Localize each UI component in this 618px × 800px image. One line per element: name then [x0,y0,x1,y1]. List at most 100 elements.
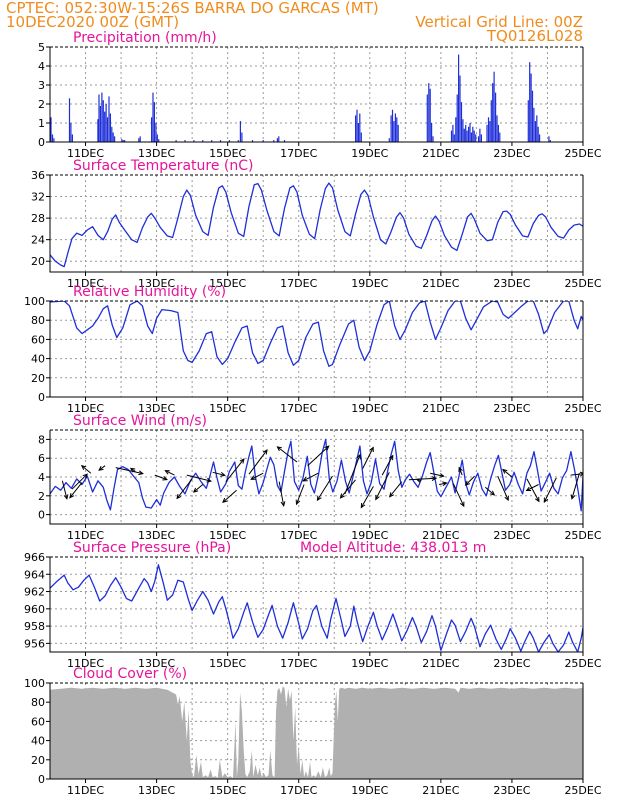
humidity-xtick-label: 23DEC [493,402,530,415]
wind-arrow [430,472,445,478]
wind-arrow [154,474,169,481]
pressure-line [50,564,583,652]
temperature-xtick-label: 19DEC [351,277,388,290]
precip-bar [394,113,396,142]
wind-arrow [362,446,374,469]
wind-arrow-head [502,468,508,474]
wind-arrow [525,484,539,491]
precip-bar [98,94,100,142]
wind-arrow [388,481,403,498]
precip-bar [158,139,160,142]
wind-arrow [186,474,213,483]
wind-arrow-head [442,481,448,487]
humidity-frame [49,301,584,398]
cloud-data [50,686,583,779]
precip-bar [359,113,361,142]
pressure-annotation: Model Altitude: 438.013 m [300,540,486,556]
precip-ytick-label: 3 [38,79,45,92]
precip-bar [114,136,116,142]
precip-bar [105,104,107,142]
precip-bar [360,132,362,142]
precip-bar [428,83,430,142]
temperature-panel: Surface Temperature (nC) 20 24 28 32 36 11DEC 1… [31,158,602,290]
wind-arrow-shaft [115,467,143,475]
wind-arrow-head [369,446,374,452]
precip-xtick-label: 11DEC [67,147,104,160]
cloud-area [50,686,583,779]
precip-bar [155,123,157,142]
pressure-xtick-label: 23DEC [493,657,530,670]
wind-arrow [248,449,268,475]
wind-arrow-shaft [69,482,83,499]
wind-arrow-shaft [250,472,264,480]
precip-bar [355,115,357,142]
precip-bar [493,71,495,142]
humidity-xtick-label: 21DEC [422,402,459,415]
precip-bar [122,140,124,142]
wind-arrow-shaft [296,484,305,505]
wind-arrow-shaft [502,469,513,478]
cloud-xtick-label: 23DEC [493,784,530,797]
humidity-xtick-label: 25DEC [564,402,601,415]
pressure-ytick-label: 962 [24,586,45,599]
wind-arrow-shaft [452,483,465,507]
precip-bar [470,132,472,142]
precip-bar [486,124,488,142]
pressure-data [50,564,583,652]
wind-arrow-head [316,495,322,502]
wind-arrow-shaft [165,470,175,476]
wind-arrow-head [489,490,496,496]
precip-bar [391,109,394,142]
wind-arrow [375,472,390,501]
precip-bar [68,98,71,142]
temperature-xtick-label: 25DEC [564,277,601,290]
wind-arrow-shaft [222,489,237,503]
wind-arrow-shaft [176,478,193,499]
wind-title: Surface Wind (m/s) [73,413,207,429]
wind-arrow-head [439,473,445,478]
wind-arrow-head [239,458,245,464]
wind-arrow [316,475,333,502]
precip-bar [462,119,464,142]
wind-arrow [339,479,356,499]
precip-bar [489,121,491,142]
wind-arrow-shaft [61,480,68,499]
precip-bar [70,123,72,142]
wind-xtick-label: 13DEC [138,529,175,542]
wind-arrow-head [138,470,144,476]
precip-bar [463,128,465,142]
wind-arrow [497,475,509,502]
wind-arrow-shaft [381,455,394,476]
precip-bar [468,126,470,142]
wind-xtick-label: 15DEC [209,529,246,542]
pressure-ytick-label: 964 [24,568,45,581]
precip-bar [283,140,286,142]
humidity-xtick-label: 11DEC [67,402,104,415]
precip-bar [536,115,538,142]
wind-arrow-shaft [277,446,298,463]
precip-bar [492,83,494,142]
precip-bar [184,140,186,142]
precip-xtick-label: 23DEC [493,147,530,160]
precip-bar [124,140,126,142]
wind-arrow-head [276,446,282,452]
precip-ytick-label: 5 [38,41,45,54]
wind-arrow-head [579,471,583,477]
cloud-xtick-label: 11DEC [67,784,104,797]
wind-arrow-shaft [439,482,447,485]
temperature-ytick-label: 32 [31,191,45,204]
wind-ytick-label: 8 [38,433,45,446]
wind-arrow-head [504,495,509,502]
wind-arrow-head [176,493,182,500]
wind-arrow [192,484,204,493]
precip-bar [459,75,461,142]
temperature-frame [49,175,584,273]
precip-bar [450,130,453,142]
pressure-frame [49,557,584,653]
wind-arrow-head [80,464,87,471]
wind-arrow-shaft [212,471,225,476]
precip-bar [239,121,241,142]
temperature-ytick-label: 20 [31,255,45,268]
cloud-title: Cloud Cover (%) [73,666,187,682]
pressure-xtick-label: 17DEC [280,657,317,670]
